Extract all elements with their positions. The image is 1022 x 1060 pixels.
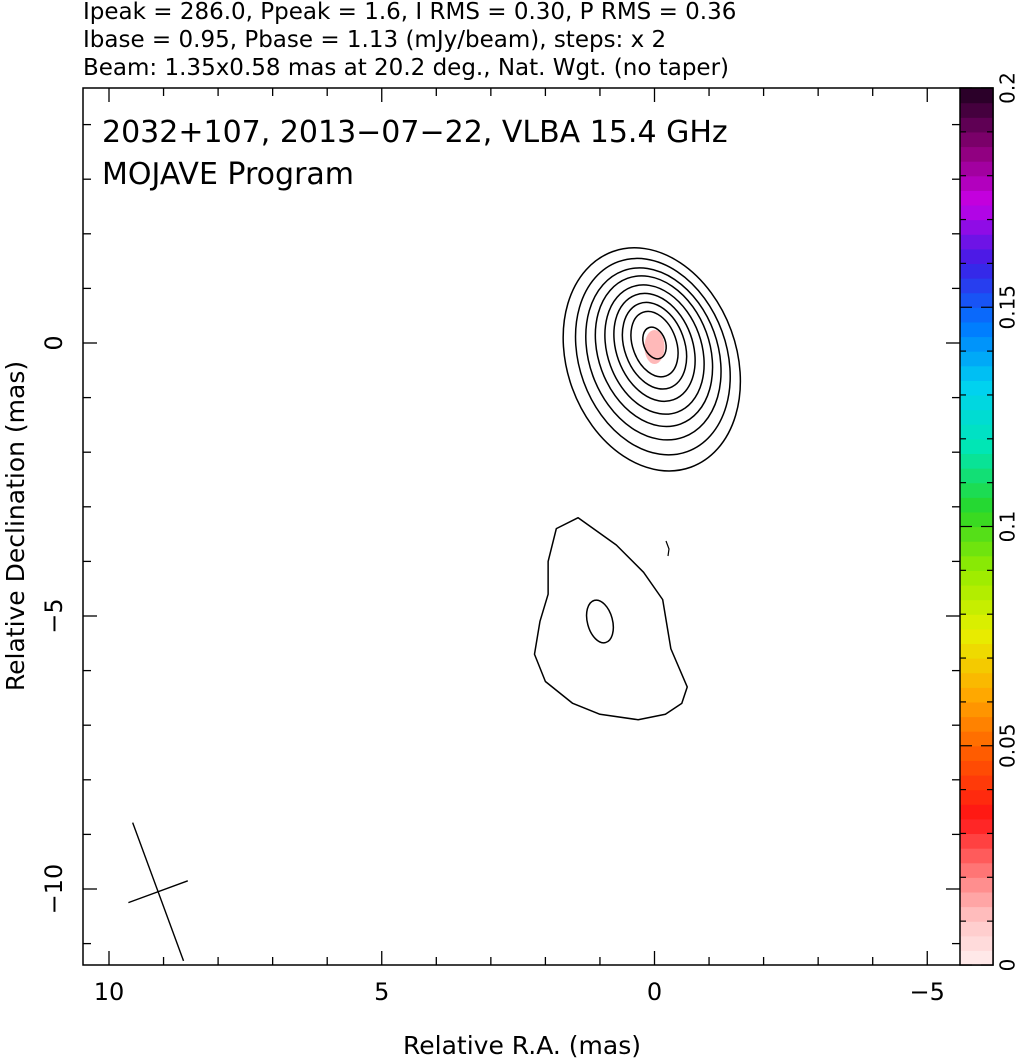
core-contour xyxy=(594,275,714,428)
x-tick-label: 0 xyxy=(647,978,662,1006)
jet-component-inner-contour xyxy=(585,599,615,644)
colorbar-tick-label: 0 xyxy=(996,959,1020,972)
colorbar: 0 0.05 0.1 0.15 0.2 xyxy=(959,72,1020,972)
core-contour xyxy=(604,284,705,415)
x-tick-label: −5 xyxy=(910,978,945,1006)
plot-frame xyxy=(82,87,994,966)
colorbar-segment xyxy=(960,146,993,162)
colorbar-segment xyxy=(960,950,993,966)
x-tick-label: 10 xyxy=(94,978,125,1006)
colorbar-segment xyxy=(960,833,993,849)
core-contour xyxy=(585,267,722,441)
colorbar-segment xyxy=(960,131,993,148)
plot-title-line-2: MOJAVE Program xyxy=(102,157,354,192)
colorbar-segment xyxy=(960,731,993,747)
colorbar-segment xyxy=(960,877,993,893)
colorbar-segment xyxy=(960,204,993,221)
colorbar-segment xyxy=(960,541,993,557)
colorbar-segment xyxy=(960,701,993,718)
colorbar-segment xyxy=(960,935,993,951)
colorbar-segment xyxy=(960,190,993,206)
colorbar-segment xyxy=(960,862,993,878)
colorbar-tick-label: 0.1 xyxy=(996,511,1020,543)
core-contour xyxy=(613,292,696,403)
colorbar-segment xyxy=(960,117,993,133)
beam-minor-axis xyxy=(128,880,189,904)
colorbar-segment xyxy=(960,628,993,645)
colorbar-segment xyxy=(960,453,993,469)
colorbar-segment xyxy=(960,804,993,820)
colorbar-segment xyxy=(960,555,993,571)
jet-component-outer-contour xyxy=(533,516,688,721)
core-contour xyxy=(562,247,742,472)
colorbar-segment xyxy=(960,175,993,191)
colorbar-segment xyxy=(960,921,993,937)
colorbar-segment xyxy=(960,497,993,513)
colorbar-segment xyxy=(960,219,993,235)
y-tick-label: −5 xyxy=(40,598,68,633)
colorbar-segment xyxy=(960,102,993,118)
small-contour-fragment xyxy=(665,540,670,557)
colorbar-segment xyxy=(960,234,993,250)
header-beam-line: Beam: 1.35x0.58 mas at 20.2 deg., Nat. W… xyxy=(83,55,729,81)
y-axis-label: Relative Declination (mas) xyxy=(1,361,30,691)
colorbar-segment xyxy=(960,599,993,615)
colorbar-tick-label: 0.15 xyxy=(996,285,1020,330)
core-contour xyxy=(621,301,688,390)
colorbar-segment xyxy=(960,365,993,381)
colorbar-segment xyxy=(960,351,993,367)
colorbar-segment xyxy=(960,614,993,630)
colorbar-segment xyxy=(960,263,993,279)
x-axis-label: Relative R.A. (mas) xyxy=(403,1031,641,1060)
colorbar-segment xyxy=(960,658,993,674)
colorbar-segment xyxy=(960,468,993,484)
colorbar-segment xyxy=(960,745,993,761)
colorbar-segment xyxy=(960,687,993,703)
core-contour xyxy=(642,326,667,360)
colorbar-segment xyxy=(960,161,993,177)
colorbar-segment xyxy=(960,891,993,908)
colorbar-tick-label: 0.2 xyxy=(996,72,1020,104)
core-contour xyxy=(574,257,731,456)
colorbar-segment xyxy=(960,716,993,732)
colorbar-segment xyxy=(960,789,993,805)
colorbar-segment xyxy=(960,672,993,688)
colorbar-segment xyxy=(960,248,993,264)
y-tick-label: −10 xyxy=(40,864,68,915)
colorbar-segment xyxy=(960,424,993,440)
colorbar-segment xyxy=(960,526,993,542)
colorbar-segment xyxy=(960,848,993,864)
colorbar-segment xyxy=(960,292,993,308)
colorbar-segment xyxy=(960,394,993,411)
colorbar-segment xyxy=(960,438,993,455)
plot-title-line-1: 2032+107, 2013−07−22, VLBA 15.4 GHz xyxy=(102,115,728,150)
colorbar-segment xyxy=(960,643,993,659)
colorbar-segment xyxy=(960,818,993,835)
colorbar-tick-label: 0.05 xyxy=(996,723,1020,768)
x-tick-label: 5 xyxy=(374,978,389,1006)
core-contour xyxy=(630,310,679,378)
colorbar-segment xyxy=(960,906,993,922)
colorbar-segment xyxy=(960,307,993,323)
colorbar-segment xyxy=(960,511,993,528)
header-stats-line-2: Ibase = 0.95, Pbase = 1.13 (mJy/beam), s… xyxy=(83,27,666,53)
colorbar-segment xyxy=(960,336,993,352)
contour-lines xyxy=(533,247,742,721)
colorbar-segment xyxy=(960,482,993,498)
colorbar-segment xyxy=(960,409,993,425)
colorbar-segment xyxy=(960,570,993,586)
colorbar-segment xyxy=(960,278,993,294)
y-tick-label: 0 xyxy=(40,335,68,350)
colorbar-segment xyxy=(960,321,993,338)
colorbar-segment xyxy=(960,584,993,601)
colorbar-segment xyxy=(960,760,993,776)
header-stats-line-1: Ipeak = 286.0, Ppeak = 1.6, I RMS = 0.30… xyxy=(83,0,736,25)
colorbar-segment xyxy=(960,380,993,396)
colorbar-segment xyxy=(960,774,993,791)
axis-ticks: 10 5 0 −5 0 −5 −10 xyxy=(40,88,960,1006)
beam-marker xyxy=(128,822,189,962)
colorbar-segment xyxy=(960,88,993,104)
